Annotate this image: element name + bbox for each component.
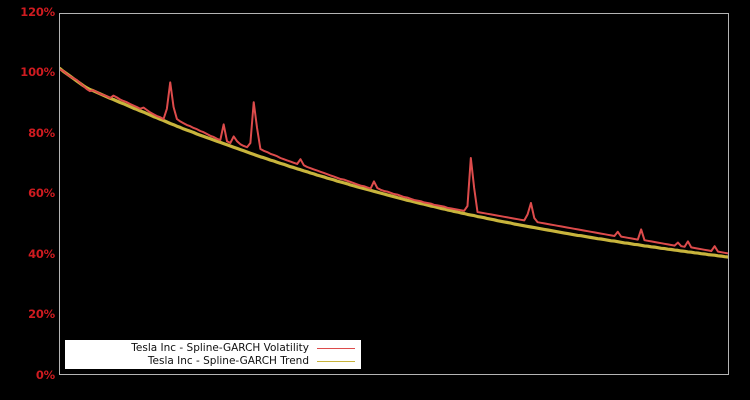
volatility-line-swatch: [317, 347, 355, 349]
y-tick-80: 80%: [28, 126, 55, 140]
legend-label-volatility: Tesla Inc - Spline-GARCH Volatility: [131, 342, 309, 354]
y-tick-0: 0%: [35, 368, 55, 382]
legend-entry-trend: Tesla Inc - Spline-GARCH Trend: [65, 355, 361, 368]
trend-line: [60, 67, 728, 259]
legend-label-trend: Tesla Inc - Spline-GARCH Trend: [147, 355, 309, 367]
y-tick-20: 20%: [28, 307, 55, 321]
y-tick-60: 60%: [28, 186, 55, 200]
y-axis-tick-labels: 120% 100% 80% 60% 40% 20% 0%: [0, 0, 55, 400]
y-tick-100: 100%: [20, 65, 55, 79]
volatility-line: [60, 68, 728, 255]
trend-line-swatch: [317, 360, 355, 362]
y-tick-40: 40%: [28, 247, 55, 261]
plot-area: [59, 13, 729, 375]
legend-entry-volatility: Tesla Inc - Spline-GARCH Volatility: [65, 342, 361, 355]
chart-legend: Tesla Inc - Spline-GARCH Volatility Tesl…: [65, 340, 361, 369]
chart-svg: [60, 67, 728, 259]
y-tick-120: 120%: [20, 5, 55, 19]
